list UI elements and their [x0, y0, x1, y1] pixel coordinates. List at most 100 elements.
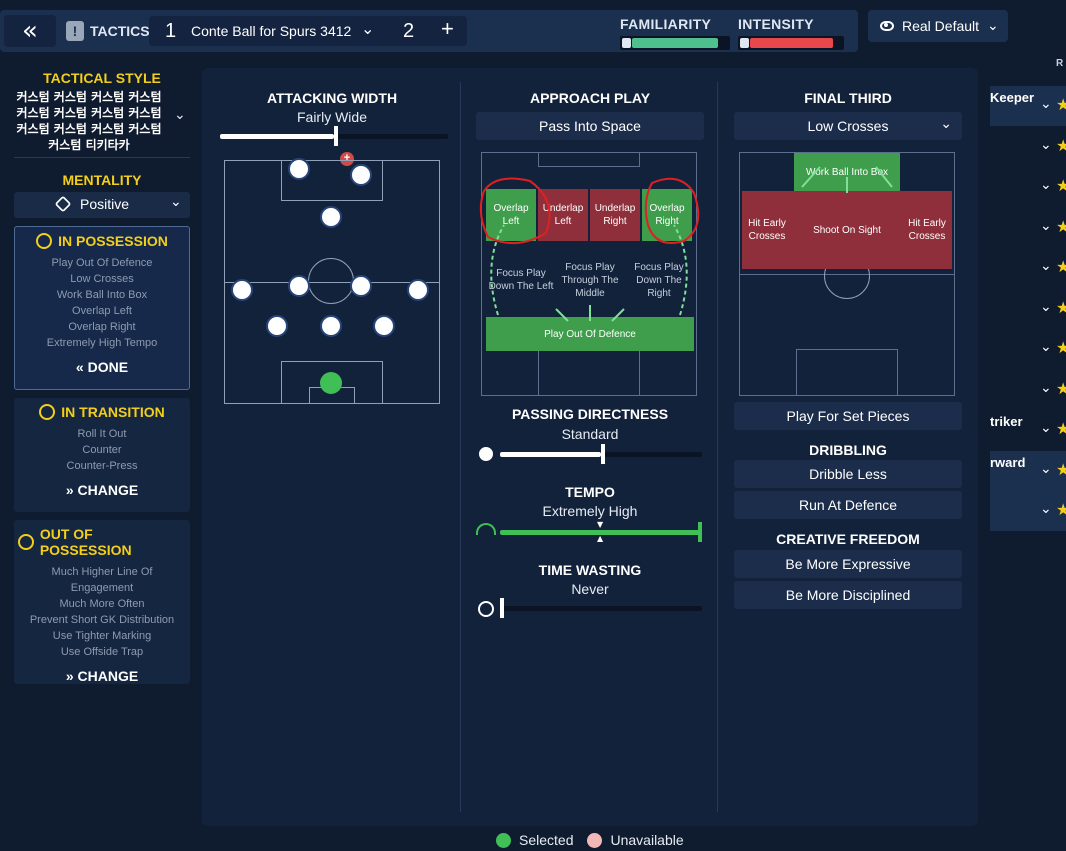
work-ball-into-box-zone[interactable]: Work Ball Into Box: [794, 153, 900, 191]
in-possession-card[interactable]: IN POSSESSION Play Out Of Defence Low Cr…: [14, 226, 190, 390]
chevron-down-icon[interactable]: ⌄: [1040, 460, 1052, 477]
squad-row[interactable]: ⌄ ★: [990, 167, 1066, 207]
list-item: Much More Often: [59, 598, 145, 610]
star-icon: ★: [1056, 380, 1066, 398]
tactic-slot-2[interactable]: 2: [403, 20, 415, 42]
out-of-possession-card[interactable]: OUT OF POSSESSION Much Higher Line Of En…: [14, 520, 190, 684]
shoot-on-sight-zone[interactable]: Shoot On Sight: [792, 191, 902, 269]
in-possession-title: IN POSSESSION: [58, 233, 168, 249]
left-sidebar: TACTICAL STYLE 커스텀 커스텀 커스텀 커스텀 커스텀 커스텀 커…: [14, 66, 190, 684]
overlap-left-zone[interactable]: Overlap Left: [486, 189, 536, 241]
slider-handle[interactable]: [698, 522, 702, 542]
attacking-width-value: Fairly Wide: [296, 109, 367, 125]
player-marker[interactable]: [407, 279, 429, 301]
player-marker[interactable]: [350, 164, 372, 186]
player-marker[interactable]: [350, 275, 372, 297]
chevron-down-icon[interactable]: ⌄: [1040, 258, 1052, 274]
chevron-down-icon[interactable]: ⌄: [1040, 501, 1052, 517]
run-at-defence-button[interactable]: Run At Defence: [734, 491, 962, 519]
final-third-select[interactable]: Low Crosses ⌄: [734, 112, 962, 140]
slider-handle[interactable]: [500, 598, 504, 618]
tactical-style-select[interactable]: 커스텀 커스텀 커스텀 커스텀 커스텀 커스텀 커스텀 커스텀 커스텀 커스텀 …: [14, 89, 190, 152]
be-more-expressive-button[interactable]: Be More Expressive: [734, 550, 962, 578]
football-icon: [476, 444, 496, 464]
squad-row[interactable]: ⌄ ★: [990, 370, 1066, 410]
intensity-icon: [740, 38, 749, 48]
dribble-less-button[interactable]: Dribble Less: [734, 460, 962, 488]
play-out-of-defence-zone[interactable]: Play Out Of Defence: [486, 317, 694, 351]
tactic-slot-1[interactable]: 1: [165, 20, 177, 42]
hit-early-crosses-right-zone[interactable]: Hit Early Crosses: [902, 191, 952, 269]
approach-play-select[interactable]: Pass Into Space: [476, 112, 704, 140]
player-marker[interactable]: [288, 158, 310, 180]
chevron-down-icon[interactable]: ⌄: [1040, 136, 1052, 153]
in-possession-list: Play Out Of Defence Low Crosses Work Bal…: [19, 255, 185, 351]
be-more-disciplined-button[interactable]: Be More Disciplined: [734, 581, 962, 609]
chevron-down-icon: ⌄: [170, 194, 182, 210]
intensity-fill: [750, 38, 833, 48]
chevron-down-icon[interactable]: ⌄: [1040, 298, 1052, 315]
familiarity-meter[interactable]: FAMILIARITY: [620, 16, 730, 50]
star-icon: ★: [1056, 299, 1066, 317]
mentality-select[interactable]: Positive ⌄: [14, 192, 190, 218]
legend: Selected Unavailable: [496, 832, 684, 848]
squad-row[interactable]: ⌄ ★: [990, 289, 1066, 329]
ball-icon: [36, 233, 53, 249]
change-button[interactable]: » CHANGE: [18, 482, 186, 498]
player-marker[interactable]: [231, 279, 253, 301]
out-of-possession-title: OUT OF POSSESSION: [39, 526, 132, 558]
focus-right-zone[interactable]: Focus Play Down The Right: [634, 261, 684, 299]
list-item: Much Higher Line Of Engagement: [51, 566, 153, 594]
chevron-down-icon[interactable]: ⌄: [1040, 339, 1052, 355]
squad-row[interactable]: ⌄ ★: [990, 329, 1066, 369]
squad-row[interactable]: ⌄ ★: [990, 491, 1066, 531]
done-label: DONE: [87, 359, 129, 375]
play-for-set-pieces-button[interactable]: Play For Set Pieces: [734, 402, 962, 430]
time-wasting-slider[interactable]: [500, 598, 702, 618]
chevron-down-icon[interactable]: ⌄: [361, 19, 375, 38]
focus-left-zone[interactable]: Focus Play Down The Left: [488, 268, 554, 292]
squad-row[interactable]: triker ⌄ ★: [990, 410, 1066, 450]
list-item: Extremely High Tempo: [46, 337, 158, 349]
squad-row[interactable]: Keeper ⌄ ★: [990, 86, 1066, 126]
underlap-right-zone[interactable]: Underlap Right: [590, 189, 640, 241]
squad-row[interactable]: ⌄ ★: [990, 127, 1066, 167]
chevron-down-icon[interactable]: ⌄: [1040, 217, 1052, 234]
player-marker[interactable]: [320, 206, 342, 228]
chevron-down-icon[interactable]: ⌄: [1040, 96, 1052, 112]
slider-handle[interactable]: [334, 126, 338, 146]
in-transition-card[interactable]: IN TRANSITION Roll It Out Counter Counte…: [14, 398, 190, 512]
list-item: Prevent Short GK Distribution: [29, 614, 175, 626]
player-marker[interactable]: [373, 315, 395, 337]
squad-row[interactable]: rward ⌄ ★: [990, 450, 1066, 491]
chevron-down-icon[interactable]: ⌄: [1040, 420, 1052, 436]
intensity-meter[interactable]: INTENSITY: [738, 16, 844, 50]
squad-row[interactable]: ⌄ ★: [990, 208, 1066, 248]
goalkeeper-marker[interactable]: [320, 372, 342, 394]
chevron-down-icon[interactable]: ⌄: [1040, 177, 1052, 193]
tactics-label: TACTICS: [90, 23, 150, 39]
squad-row[interactable]: ⌄ ★: [990, 248, 1066, 288]
squad-row-label: triker: [990, 414, 1023, 429]
attacking-width-slider[interactable]: [220, 126, 448, 146]
tactic-selector[interactable]: 1 Conte Ball for Spurs 3412 ⌄ 2 +: [149, 16, 467, 46]
slider-handle[interactable]: [601, 444, 605, 464]
back-button[interactable]: «: [4, 15, 56, 47]
passing-directness-slider[interactable]: [500, 444, 702, 464]
view-select[interactable]: Real Default ⌄: [868, 10, 1008, 42]
add-player-icon[interactable]: +: [340, 152, 354, 166]
tempo-slider[interactable]: ▼ ▲: [500, 520, 702, 543]
chevron-down-icon[interactable]: ⌄: [174, 107, 186, 123]
focus-middle-zone[interactable]: Focus Play Through The Middle: [561, 261, 619, 299]
in-transition-title: IN TRANSITION: [61, 404, 165, 420]
add-tactic-button[interactable]: +: [441, 16, 454, 41]
chevron-down-icon[interactable]: ⌄: [1040, 379, 1052, 396]
tactic-name[interactable]: Conte Ball for Spurs 3412: [191, 23, 352, 39]
hit-early-crosses-left-zone[interactable]: Hit Early Crosses: [742, 191, 792, 269]
chevron-down-icon: ⌄: [940, 116, 952, 132]
change-button[interactable]: » CHANGE: [18, 668, 186, 684]
player-marker[interactable]: [320, 315, 342, 337]
player-marker[interactable]: [266, 315, 288, 337]
player-marker[interactable]: [288, 275, 310, 297]
done-button[interactable]: « DONE: [19, 359, 185, 375]
